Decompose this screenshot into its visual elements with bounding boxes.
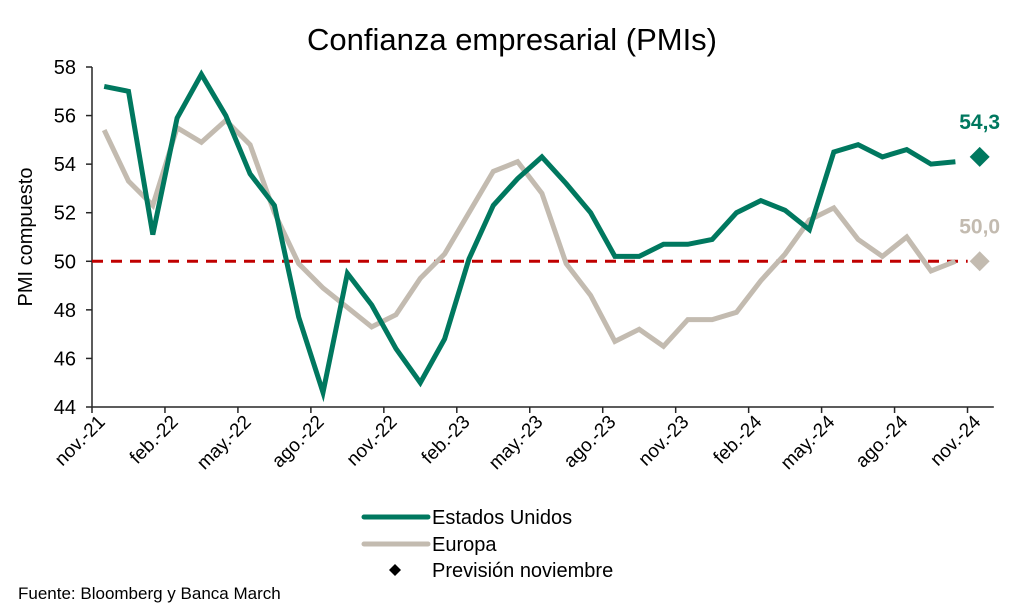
y-tick-label: 58 (54, 57, 76, 79)
x-tick-label: may.-23 (485, 412, 547, 474)
series-line-europa (101, 116, 957, 350)
y-tick-label: 54 (54, 154, 76, 176)
x-tick-label: nov.-21 (51, 412, 110, 471)
y-tick-label: 56 (54, 106, 76, 128)
x-tick-label: ago.-22 (268, 412, 328, 472)
forecast-diamond-estados-unidos (969, 146, 990, 167)
y-tick-label: 52 (54, 203, 76, 225)
legend-label-europa: Europa (432, 534, 497, 556)
x-tick-label: ago.-23 (560, 412, 620, 472)
y-axis: 44 46 48 50 52 54 56 58 (54, 57, 93, 419)
x-tick-label: may.-24 (777, 411, 840, 474)
series-group (101, 69, 957, 403)
forecast-label-estados-unidos: 54,3 (959, 111, 1000, 134)
legend-diamond-icon (389, 564, 401, 576)
legend: Estados Unidos Europa Previsión noviembr… (361, 507, 613, 582)
x-tick-label: feb.-23 (418, 412, 475, 469)
y-tick-label: 48 (54, 300, 76, 322)
y-axis-title: PMI compuesto (15, 168, 37, 307)
x-tick-label: nov.-23 (635, 412, 694, 471)
x-tick-label: feb.-22 (126, 412, 183, 469)
x-tick-label: feb.-24 (710, 411, 767, 468)
x-tick-label: may.-22 (193, 412, 255, 474)
x-tick-label: nov.-24 (927, 411, 986, 470)
x-tick-label: nov.-22 (343, 412, 402, 471)
forecast-diamond-europa (969, 251, 990, 272)
legend-label-prevision: Previsión noviembre (432, 560, 613, 582)
y-tick-label: 50 (54, 251, 76, 273)
source-note: Fuente: Bloomberg y Banca March (18, 584, 281, 603)
forecast-label-europa: 50,0 (959, 215, 1000, 238)
y-tick-label: 46 (54, 348, 76, 370)
series-line-estados-unidos (103, 69, 956, 403)
legend-label-estados-unidos: Estados Unidos (432, 507, 572, 529)
y-tick-label: 44 (54, 397, 76, 419)
chart-title: Confianza empresarial (PMIs) (307, 22, 717, 57)
x-axis: nov.-21 feb.-22 may.-22 ago.-22 nov.-22 feb.-… (51, 406, 994, 474)
forecast-group: 54,3 50,0 (959, 111, 1000, 272)
x-tick-label: ago.-24 (852, 411, 913, 472)
